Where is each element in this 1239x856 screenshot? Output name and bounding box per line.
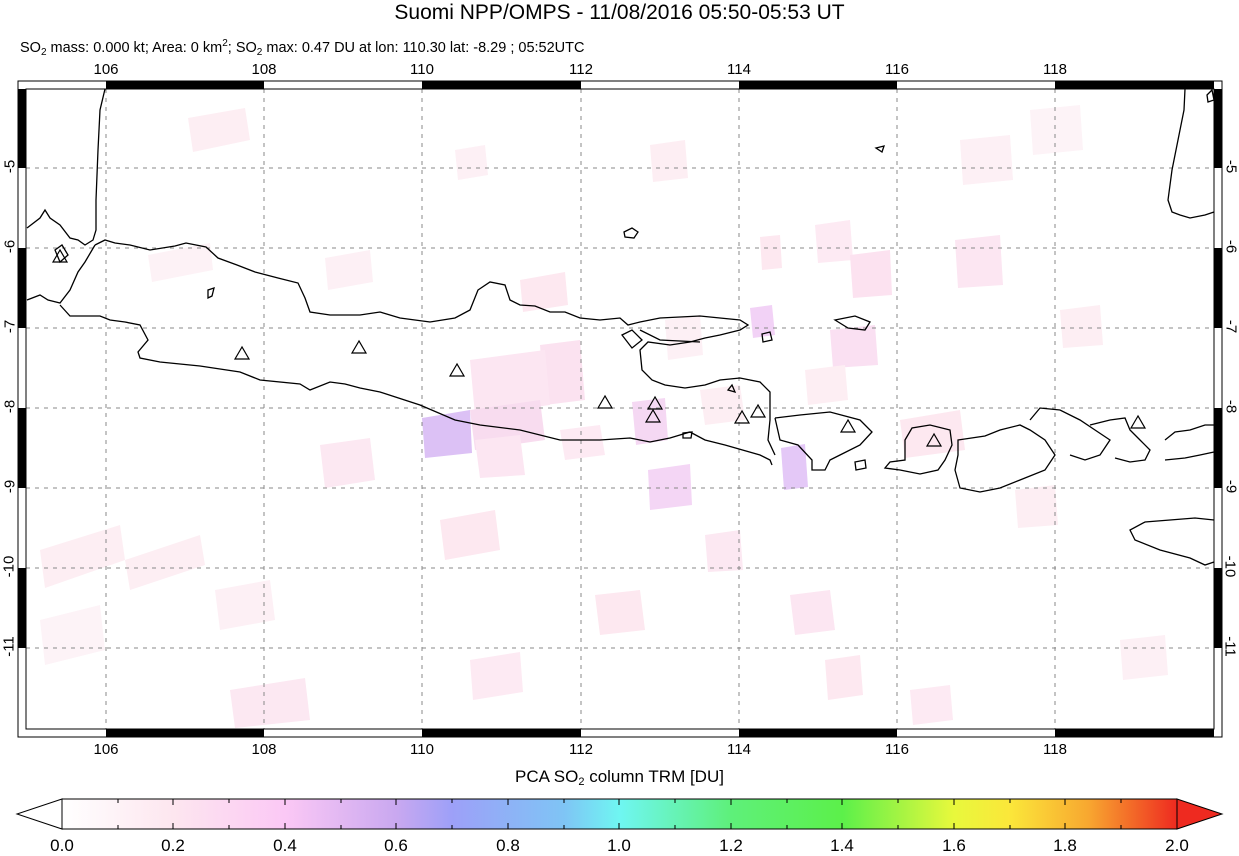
lon-label-bottom: 118: [1043, 741, 1067, 758]
lat-label-right: -9: [1223, 475, 1239, 499]
colorbar-tick-label: 0.4: [273, 836, 297, 856]
lon-label-bottom: 108: [251, 741, 276, 758]
colorbar-tick-label: 0.8: [496, 836, 520, 856]
lat-label-right: -10: [1222, 552, 1239, 582]
colorbar-tick-label: 1.6: [942, 836, 966, 856]
lon-label-bottom: 112: [569, 741, 593, 758]
lat-label-left: -5: [2, 155, 19, 179]
lon-label-top: 118: [1043, 61, 1067, 78]
lat-label-left: -8: [2, 395, 19, 419]
lon-label-bottom: 116: [885, 741, 909, 758]
colorbar-title: PCA SO2 column TRM [DU]: [0, 767, 1239, 788]
colorbar-tick-label: 1.0: [607, 836, 631, 856]
lon-label-bottom: 114: [727, 741, 751, 758]
lon-label-top: 108: [251, 61, 276, 78]
lat-label-right: -8: [1223, 395, 1239, 419]
lat-label-right: -11: [1222, 632, 1239, 662]
colorbar-tick-label: 0.2: [161, 836, 185, 856]
lat-label-right: -6: [1223, 235, 1239, 259]
lat-label-left: -10: [1, 552, 18, 582]
colorbar-tick-label: 1.4: [830, 836, 854, 856]
colorbar-tick-label: 0.0: [50, 836, 74, 856]
lat-label-left: -9: [2, 475, 19, 499]
lon-label-top: 110: [410, 61, 434, 78]
lon-label-bottom: 110: [410, 741, 434, 758]
colorbar: [17, 799, 1222, 829]
lon-label-bottom: 106: [93, 741, 118, 758]
lat-label-left: -7: [2, 315, 19, 339]
lat-label-left: -6: [2, 235, 19, 259]
lat-label-right: -5: [1223, 155, 1239, 179]
lon-label-top: 116: [885, 61, 909, 78]
lon-label-top: 106: [93, 61, 118, 78]
colorbar-tick-label: 1.8: [1053, 836, 1077, 856]
lon-label-top: 114: [727, 61, 751, 78]
lon-label-top: 112: [569, 61, 593, 78]
colorbar-tick-label: 0.6: [384, 836, 408, 856]
lat-label-left: -11: [1, 632, 18, 662]
colorbar-tick-label: 2.0: [1165, 836, 1189, 856]
lat-label-right: -7: [1223, 315, 1239, 339]
plot-area: [26, 89, 1214, 729]
colorbar-tick-label: 1.2: [719, 836, 743, 856]
